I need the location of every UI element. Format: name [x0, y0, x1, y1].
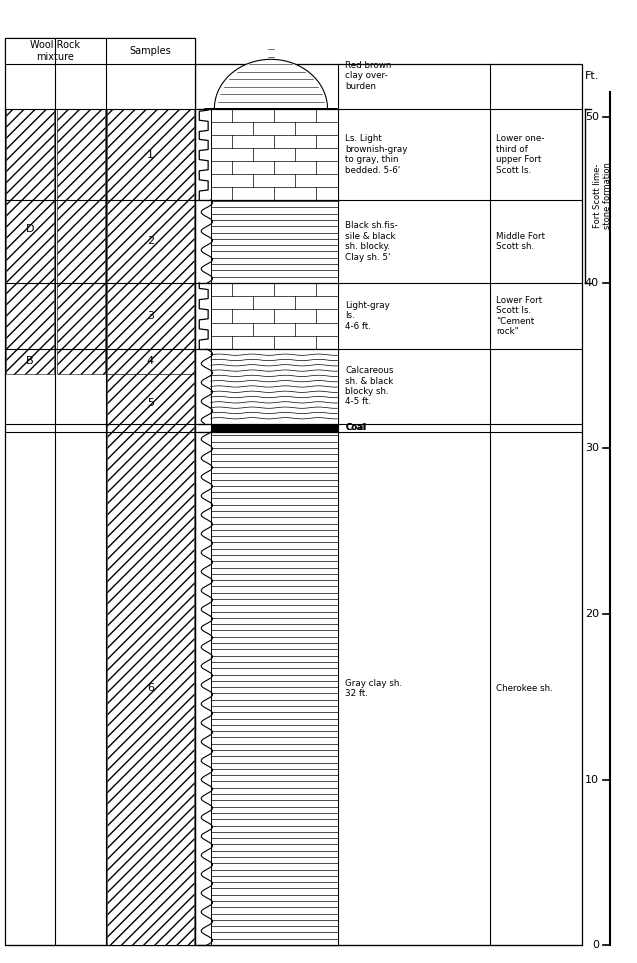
Text: 2: 2: [147, 237, 154, 247]
Text: 6: 6: [147, 684, 154, 693]
Text: D: D: [25, 224, 34, 234]
Text: Coal: Coal: [345, 423, 366, 432]
Bar: [6, 109, 54, 349]
Text: Light-gray
ls.
4-6 ft.: Light-gray ls. 4-6 ft.: [345, 301, 390, 331]
Bar: [107, 283, 194, 349]
Text: Black sh.fis-
sile & black
sh. blocky.
Clay sh. 5': Black sh.fis- sile & black sh. blocky. C…: [345, 221, 397, 262]
Text: Calcareous
sh. & black
blocky sh.
4-5 ft.: Calcareous sh. & black blocky sh. 4-5 ft…: [345, 366, 394, 406]
Text: Samples: Samples: [129, 46, 171, 56]
Text: Wool Rock
mixture: Wool Rock mixture: [31, 40, 80, 62]
Text: Lower one-
third of
upper Fort
Scott ls.: Lower one- third of upper Fort Scott ls.: [496, 135, 545, 174]
Text: Coal: Coal: [345, 423, 364, 432]
Text: B: B: [26, 356, 34, 367]
Bar: [57, 349, 104, 374]
Bar: [211, 431, 338, 945]
Bar: [4, 38, 195, 945]
Polygon shape: [204, 60, 338, 109]
Text: 50: 50: [585, 113, 599, 122]
Text: Cherokee sh.: Cherokee sh.: [496, 684, 553, 693]
Text: 20: 20: [585, 609, 599, 619]
Bar: [211, 349, 338, 424]
Text: Ls. Light
brownish-gray
to gray, thin
bedded. 5-6': Ls. Light brownish-gray to gray, thin be…: [345, 135, 408, 174]
Text: 40: 40: [585, 278, 599, 288]
Text: 30: 30: [585, 443, 599, 454]
Bar: [211, 283, 338, 349]
Bar: [195, 65, 582, 945]
Bar: [211, 109, 338, 200]
Text: Middle Fort
Scott sh.: Middle Fort Scott sh.: [496, 232, 545, 251]
Bar: [107, 374, 194, 431]
Bar: [6, 349, 54, 374]
Bar: [107, 109, 194, 200]
Text: Fort Scott lime-
stone formation: Fort Scott lime- stone formation: [593, 163, 612, 229]
Text: 10: 10: [585, 774, 599, 785]
Text: 5: 5: [147, 398, 154, 408]
Bar: [107, 431, 194, 945]
Text: Gray clay sh.
32 ft.: Gray clay sh. 32 ft.: [345, 679, 402, 698]
Text: 4: 4: [147, 356, 154, 367]
Text: Lower Fort
Scott ls.
"Cement
rock": Lower Fort Scott ls. "Cement rock": [496, 296, 542, 336]
Bar: [211, 200, 338, 283]
Bar: [107, 349, 194, 374]
Text: Ft.: Ft.: [585, 71, 599, 81]
Bar: [4, 38, 195, 65]
Bar: [57, 109, 104, 349]
Text: 0: 0: [592, 940, 599, 950]
Bar: [107, 200, 194, 283]
Text: 3: 3: [147, 311, 154, 321]
Text: Red brown
clay over-
burden: Red brown clay over- burden: [345, 61, 392, 91]
Text: 1: 1: [147, 149, 154, 160]
Bar: [211, 424, 338, 431]
